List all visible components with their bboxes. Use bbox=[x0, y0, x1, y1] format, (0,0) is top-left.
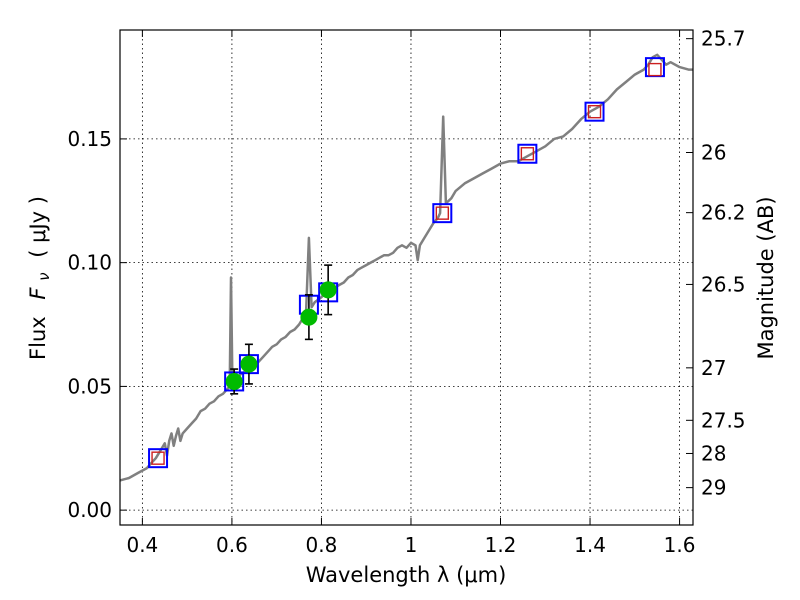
nondetection-box bbox=[435, 206, 450, 220]
plot-background bbox=[120, 30, 693, 525]
y-tick-label: 0.05 bbox=[67, 374, 112, 398]
y2-tick-label: 29 bbox=[701, 476, 726, 500]
y2-tick-label: 26.5 bbox=[701, 272, 746, 296]
y-axis: 0.00 0.05 0.10 0.15 bbox=[67, 127, 127, 522]
y2-tick-label: 28 bbox=[701, 441, 726, 465]
y-label-symbol: F bbox=[26, 287, 50, 300]
y2-axis: 25.7 26 26.2 26.5 27 27.5 28 29 bbox=[686, 27, 746, 500]
x-tick-label: 1.4 bbox=[574, 533, 606, 557]
detection-point bbox=[225, 372, 243, 390]
model-spectrum bbox=[119, 53, 693, 482]
x-tick-label: 0.8 bbox=[306, 533, 338, 557]
y-tick-label: 0.15 bbox=[67, 127, 112, 151]
y-label-prefix: Flux bbox=[26, 316, 50, 360]
model-spectrum-line bbox=[119, 53, 693, 482]
nondetection-box bbox=[648, 62, 662, 77]
x-axis-label: Wavelength λ (μm) bbox=[306, 563, 507, 587]
y2-tick-label: 26.2 bbox=[701, 201, 746, 225]
y2-tick-label: 27 bbox=[701, 356, 726, 380]
y2-tick-label: 27.5 bbox=[701, 408, 746, 432]
detection-point bbox=[300, 308, 318, 326]
model-phot-box bbox=[148, 448, 169, 469]
plot-frame bbox=[119, 29, 694, 526]
x-axis: 0.4 0.6 0.8 1 1.2 1.4 1.6 bbox=[126, 30, 695, 557]
y2-tick-label: 26 bbox=[701, 141, 726, 165]
nondetection-box bbox=[587, 104, 602, 119]
y-label-subscript: ν bbox=[35, 272, 53, 280]
nondetection-box bbox=[520, 147, 535, 161]
detection-point bbox=[240, 355, 258, 373]
detections bbox=[225, 264, 337, 395]
y-tick-label: 0.00 bbox=[67, 498, 112, 522]
model-phot-box bbox=[584, 101, 605, 122]
x-tick-label: 0.4 bbox=[126, 533, 158, 557]
nondetection-box bbox=[151, 451, 165, 465]
nondetection-boxes bbox=[151, 62, 662, 465]
x-tick-label: 1 bbox=[405, 533, 418, 557]
y-label-unit: ( μJy ) bbox=[26, 196, 50, 258]
x-tick-label: 1.6 bbox=[664, 533, 696, 557]
y2-axis-label: Magnitude (AB) bbox=[754, 196, 778, 359]
y-tick-label: 0.10 bbox=[67, 251, 112, 275]
detection-point bbox=[319, 281, 337, 299]
x-tick-label: 1.2 bbox=[485, 533, 517, 557]
y-axis-label: Flux F ν ( μJy ) bbox=[26, 196, 54, 360]
model-phot-box bbox=[432, 203, 453, 224]
x-tick-label: 0.6 bbox=[216, 533, 248, 557]
model-phot-box bbox=[517, 143, 538, 164]
y2-tick-label: 25.7 bbox=[701, 27, 746, 51]
